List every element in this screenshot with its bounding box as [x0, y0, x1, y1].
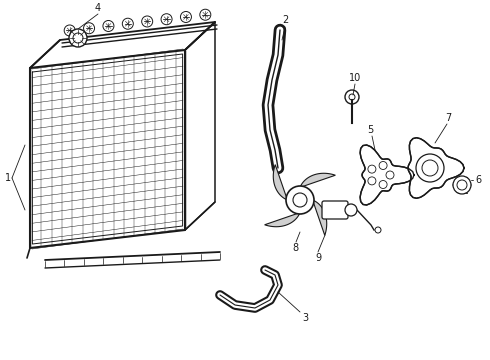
Text: 5: 5	[367, 125, 373, 135]
Circle shape	[69, 29, 87, 47]
Text: 10: 10	[349, 73, 361, 83]
Text: 9: 9	[315, 253, 321, 263]
Circle shape	[345, 204, 357, 216]
Polygon shape	[313, 200, 327, 235]
Circle shape	[286, 186, 314, 214]
Text: 6: 6	[475, 175, 481, 185]
Circle shape	[453, 176, 471, 194]
Text: 7: 7	[445, 113, 451, 123]
Text: 4: 4	[95, 3, 101, 13]
Text: 1: 1	[5, 173, 11, 183]
Text: 3: 3	[302, 313, 308, 323]
Circle shape	[345, 90, 359, 104]
Polygon shape	[408, 138, 464, 198]
Polygon shape	[265, 213, 300, 227]
Text: 8: 8	[292, 243, 298, 253]
Text: 2: 2	[282, 15, 288, 25]
Polygon shape	[360, 145, 414, 205]
FancyBboxPatch shape	[322, 201, 348, 219]
Polygon shape	[300, 173, 335, 188]
Polygon shape	[273, 165, 288, 200]
